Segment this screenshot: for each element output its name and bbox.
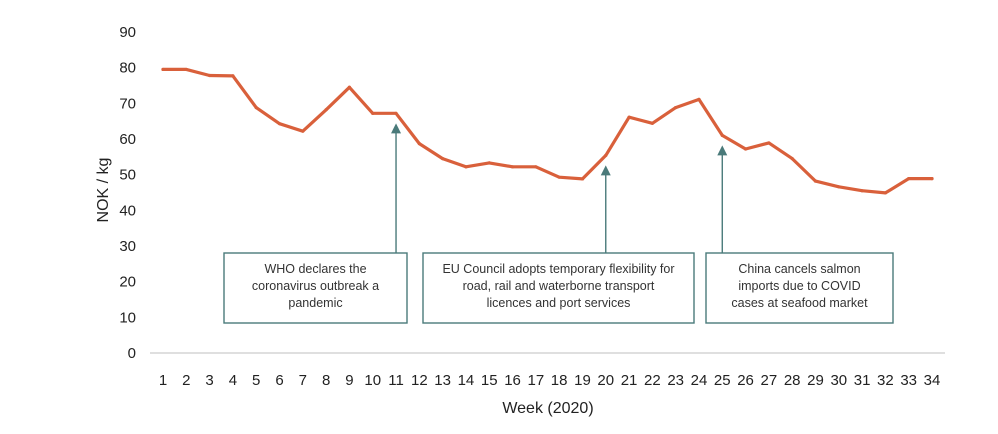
x-tick-label: 7: [299, 372, 307, 389]
data-point: [510, 165, 515, 169]
data-point: [907, 176, 911, 181]
annotation-text: pandemic: [288, 296, 342, 310]
data-point: [557, 175, 561, 179]
x-tick-label: 24: [691, 372, 708, 389]
data-point: [277, 122, 282, 126]
x-tick-label: 29: [807, 372, 824, 389]
data-point: [627, 115, 631, 119]
y-tick-label: 60: [119, 131, 136, 148]
data-point: [231, 74, 235, 78]
x-tick-label: 11: [388, 372, 404, 389]
x-tick-label: 23: [667, 372, 684, 389]
x-tick-label: 33: [900, 372, 917, 389]
x-tick-label: 28: [784, 372, 801, 389]
annotation-text: China cancels salmon: [738, 262, 860, 276]
data-point: [464, 165, 468, 169]
annotation-text: imports due to COVID: [738, 279, 860, 293]
x-tick-label: 34: [924, 372, 941, 389]
x-tick-label: 16: [504, 372, 521, 389]
x-tick-label: 18: [551, 372, 568, 389]
data-point: [394, 111, 398, 115]
data-point: [837, 185, 841, 189]
y-tick-label: 80: [119, 60, 136, 77]
series-line: [161, 67, 934, 195]
data-point: [534, 165, 538, 169]
x-axis-title: Week (2020): [502, 400, 593, 417]
x-tick-label: 8: [322, 372, 330, 389]
y-tick-label: 30: [119, 238, 136, 255]
x-tick-label: 3: [205, 372, 213, 389]
annotation-text: EU Council adopts temporary flexibility …: [442, 262, 674, 276]
data-point: [324, 108, 328, 112]
data-point: [580, 177, 585, 181]
x-tick-label: 14: [458, 372, 475, 389]
y-tick-label: 20: [119, 274, 136, 291]
data-point: [743, 147, 748, 151]
annotation-text: WHO declares the: [264, 262, 366, 276]
data-point: [860, 189, 864, 193]
data-point: [487, 161, 491, 165]
data-point: [767, 141, 771, 145]
data-point: [184, 67, 188, 72]
x-tick-label: 10: [364, 372, 381, 389]
annotation-box: [705, 252, 894, 324]
data-point: [441, 157, 445, 161]
x-tick-label: 26: [737, 372, 754, 389]
x-tick-label: 9: [345, 372, 353, 389]
x-tick-label: 31: [854, 372, 871, 389]
data-point: [208, 73, 212, 78]
x-tick-label: 4: [229, 372, 237, 389]
x-tick-label: 22: [644, 372, 661, 389]
x-tick-label: 15: [481, 372, 498, 389]
y-tick-label: 90: [119, 24, 136, 41]
x-tick-label: 21: [621, 372, 638, 389]
x-tick-label: 19: [574, 372, 591, 389]
y-tick-label: 70: [119, 95, 136, 112]
annotation-text: road, rail and waterborne transport: [463, 279, 655, 293]
data-point: [254, 106, 258, 110]
x-tick-label: 12: [411, 372, 428, 389]
data-point: [371, 111, 375, 115]
data-point: [813, 179, 818, 183]
data-point: [930, 176, 934, 181]
data-point: [417, 142, 421, 146]
x-tick-label: 32: [877, 372, 894, 389]
y-tick-label: 10: [119, 309, 136, 326]
x-tick-label: 20: [597, 372, 614, 389]
x-tick-label: 25: [714, 372, 731, 389]
x-tick-label: 6: [275, 372, 283, 389]
x-tick-label: 30: [830, 372, 847, 389]
y-axis-title: NOK / kg: [95, 158, 112, 223]
x-tick-label: 27: [761, 372, 778, 389]
annotation-text: licences and port services: [487, 296, 631, 310]
x-tick-label: 2: [182, 372, 190, 389]
annotation-text: coronavirus outbreak a: [252, 279, 379, 293]
data-point: [301, 129, 305, 133]
annotation-arrowhead: [600, 165, 611, 176]
data-point: [720, 133, 724, 138]
data-point: [674, 106, 678, 110]
annotation-arrowhead: [391, 123, 402, 134]
x-tick-label: 5: [252, 372, 260, 389]
x-tick-label: 1: [159, 372, 167, 389]
annotation-text: cases at seafood market: [731, 296, 868, 310]
annotation-box: [422, 252, 695, 324]
y-tick-label: 0: [128, 345, 136, 362]
data-point: [697, 97, 701, 102]
data-point: [883, 191, 887, 195]
data-point: [650, 121, 654, 125]
data-point: [347, 85, 352, 89]
y-tick-label: 50: [119, 167, 136, 184]
data-point: [790, 157, 794, 161]
annotation-arrowhead: [717, 145, 728, 156]
x-tick-label: 17: [528, 372, 545, 389]
annotation-box: [223, 252, 408, 324]
x-tick-label: 13: [434, 372, 451, 389]
data-point: [161, 67, 165, 72]
data-point: [604, 153, 608, 158]
y-tick-label: 40: [119, 202, 136, 219]
